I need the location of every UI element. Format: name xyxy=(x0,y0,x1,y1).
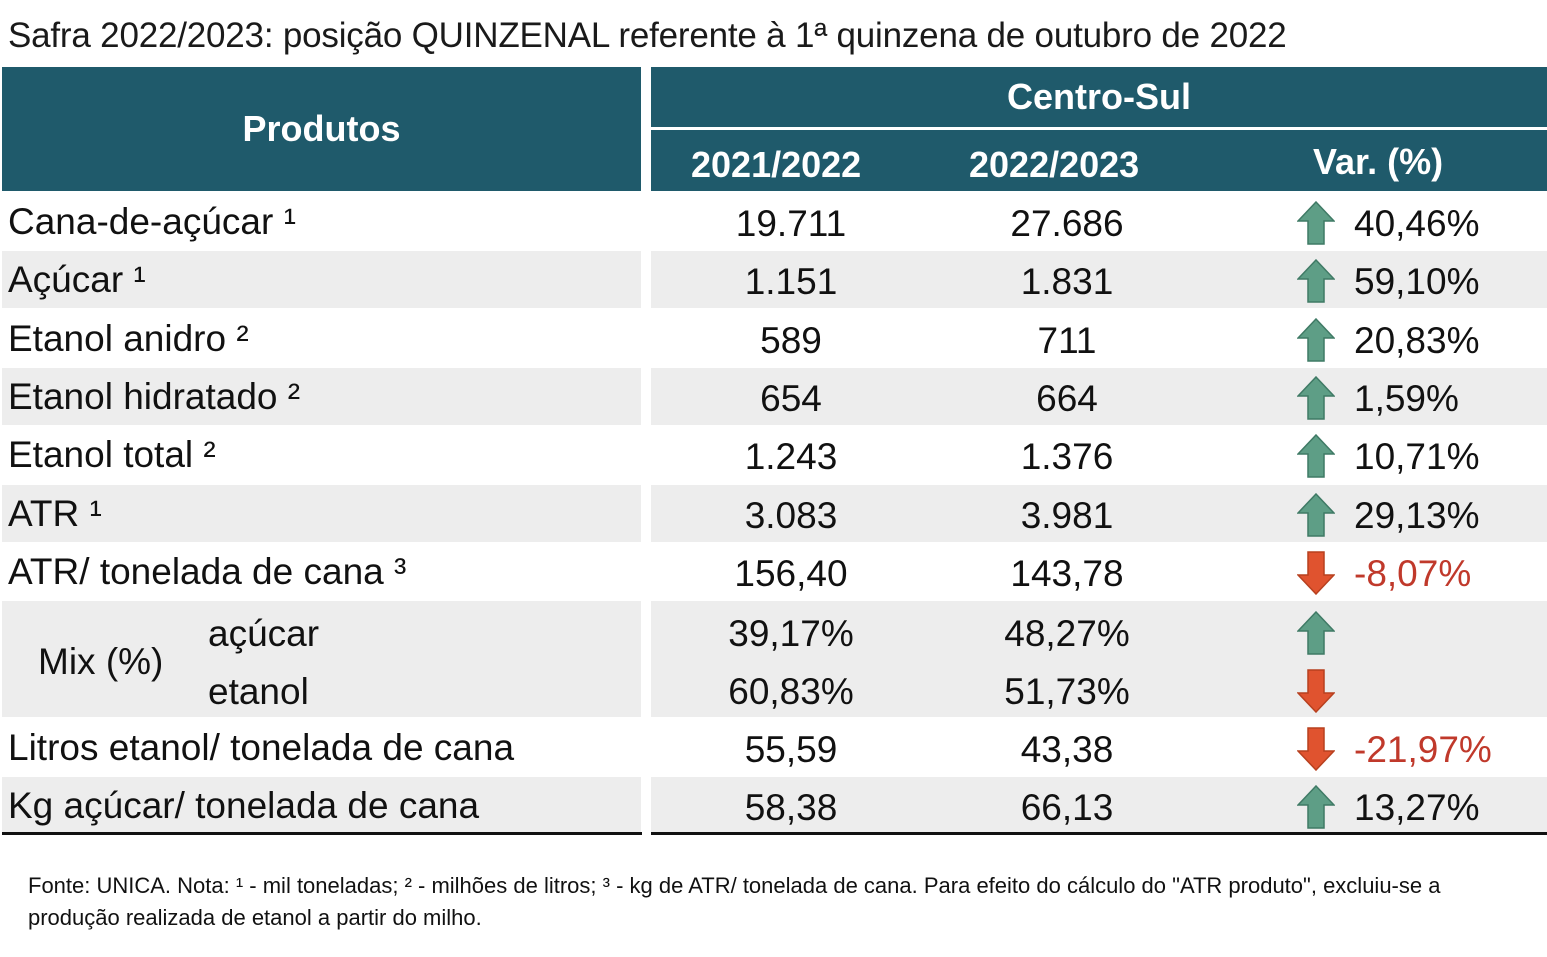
mix-row xyxy=(2,601,1547,717)
variation-value: 1,59% xyxy=(1354,378,1459,419)
value-2022-2023: 43,38 xyxy=(1020,729,1114,770)
table-row xyxy=(2,251,1547,308)
value-2021-2022: 19.711 xyxy=(735,203,847,244)
header-produtos: Produtos xyxy=(2,67,641,191)
column-separator xyxy=(641,485,651,542)
arrow-up-icon xyxy=(1297,434,1335,478)
column-separator xyxy=(641,368,651,425)
header-col-2022: 2022/2023 xyxy=(969,144,1140,185)
variation-value: 20,83% xyxy=(1354,320,1480,361)
header-region: Centro-Sul xyxy=(651,67,1547,127)
mix-etanol-label: etanol xyxy=(208,671,309,712)
header-columns: 2021/2022 2022/2023 Var. (%) xyxy=(651,130,1547,191)
table-row xyxy=(2,777,1547,834)
column-separator xyxy=(641,777,651,834)
arrow-up-icon xyxy=(1297,318,1335,362)
mix-etanol-2021-2022: 60,83% xyxy=(728,671,854,712)
header-col-var: Var. (%) xyxy=(1313,141,1444,182)
arrow-down-icon xyxy=(1297,551,1335,595)
mix-acucar-2021-2022: 39,17% xyxy=(728,613,854,654)
column-separator xyxy=(641,310,651,367)
arrow-down-icon xyxy=(1297,727,1335,771)
value-2022-2023: 1.831 xyxy=(1020,261,1114,302)
column-separator xyxy=(641,426,651,483)
column-separator xyxy=(641,601,651,717)
arrow-up-icon xyxy=(1297,785,1335,829)
value-2022-2023: 3.981 xyxy=(1020,495,1114,536)
value-2021-2022: 1.243 xyxy=(744,436,838,477)
footnote: Fonte: UNICA. Nota: ¹ - mil toneladas; ²… xyxy=(28,873,1441,930)
arrow-up-icon xyxy=(1297,611,1335,655)
row-label: Etanol anidro ² xyxy=(8,318,249,359)
value-2021-2022: 654 xyxy=(760,378,822,419)
arrow-up-icon xyxy=(1297,201,1335,245)
value-2022-2023: 664 xyxy=(1036,378,1098,419)
value-2021-2022: 1.151 xyxy=(744,261,838,302)
row-label: Etanol hidratado ² xyxy=(8,376,301,417)
arrow-down-icon xyxy=(1297,669,1335,713)
header-produtos-label: Produtos xyxy=(242,108,401,149)
value-2021-2022: 156,40 xyxy=(734,553,848,594)
value-2021-2022: 58,38 xyxy=(744,787,838,828)
variation-value: -8,07% xyxy=(1354,553,1472,594)
row-label: Etanol total ² xyxy=(8,434,216,475)
table-title: Safra 2022/2023: posição QUINZENAL refer… xyxy=(8,16,1287,55)
mix-etanol-2022-2023: 51,73% xyxy=(1004,671,1130,712)
table-row xyxy=(2,368,1547,425)
mix-label: Mix (%) xyxy=(38,641,164,682)
value-2021-2022: 589 xyxy=(760,320,822,361)
value-2022-2023: 66,13 xyxy=(1020,787,1114,828)
table-row xyxy=(2,485,1547,542)
value-2022-2023: 27.686 xyxy=(1010,203,1124,244)
header-col-2021: 2021/2022 xyxy=(691,144,862,185)
table-bottom-border xyxy=(2,832,642,835)
variation-value: 59,10% xyxy=(1354,261,1480,302)
header-region-label: Centro-Sul xyxy=(1007,76,1191,117)
mix-acucar-2022-2023: 48,27% xyxy=(1004,613,1130,654)
value-2022-2023: 143,78 xyxy=(1010,553,1124,594)
variation-value: 10,71% xyxy=(1354,436,1480,477)
arrow-up-icon xyxy=(1297,376,1335,420)
row-label: ATR/ tonelada de cana ³ xyxy=(8,551,407,592)
column-separator xyxy=(641,193,651,250)
column-separator xyxy=(641,251,651,308)
value-2022-2023: 711 xyxy=(1037,320,1097,361)
column-separator xyxy=(641,543,651,600)
row-label: Açúcar ¹ xyxy=(8,259,146,300)
arrow-up-icon xyxy=(1297,259,1335,303)
variation-value: -21,97% xyxy=(1354,729,1492,770)
row-label: Litros etanol/ tonelada de cana xyxy=(8,727,515,768)
variation-value: 29,13% xyxy=(1354,495,1480,536)
header-divider xyxy=(651,127,1547,130)
value-2022-2023: 1.376 xyxy=(1020,436,1114,477)
variation-value: 13,27% xyxy=(1354,787,1480,828)
row-label: ATR ¹ xyxy=(8,493,102,534)
mix-acucar-label: açúcar xyxy=(208,613,320,654)
arrow-up-icon xyxy=(1297,493,1335,537)
value-2021-2022: 3.083 xyxy=(744,495,838,536)
row-label: Cana-de-açúcar ¹ xyxy=(8,201,296,242)
table-bottom-border-right xyxy=(651,832,1547,835)
variation-value: 40,46% xyxy=(1354,203,1480,244)
column-separator xyxy=(641,719,651,776)
value-2021-2022: 55,59 xyxy=(744,729,838,770)
row-label: Kg açúcar/ tonelada de cana xyxy=(8,785,480,826)
